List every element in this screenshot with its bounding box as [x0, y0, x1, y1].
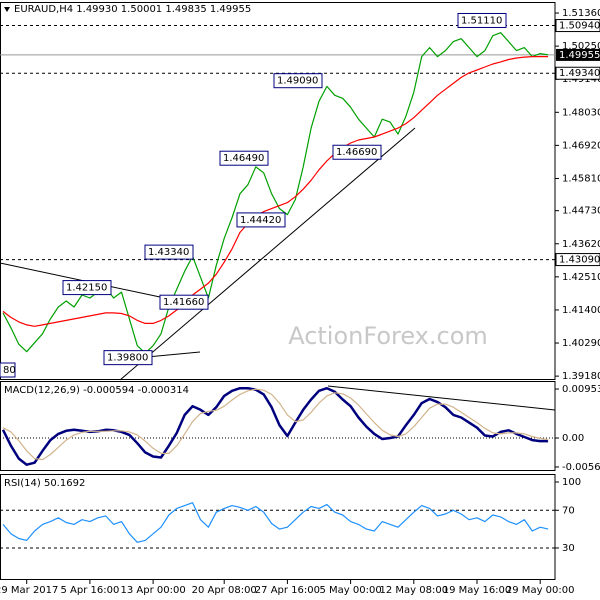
- price-label: 1.49090: [277, 76, 318, 87]
- x-tick-label: 19 May 16:00: [443, 585, 512, 596]
- price-label: 1.41660: [163, 297, 204, 308]
- y-tick-label: 1.46920: [562, 140, 600, 151]
- y-tick-label: 100: [562, 477, 581, 488]
- price-label: 1.46490: [223, 153, 264, 164]
- y-tick-label: 0.00: [562, 433, 584, 444]
- price-label: 1.42150: [66, 283, 107, 294]
- price-label-box: [457, 12, 507, 28]
- watermark: ActionForex.com: [288, 322, 488, 350]
- level-label-box: [555, 66, 600, 80]
- price-label-box: [103, 350, 153, 366]
- y-tick-label: 1.51360: [562, 8, 600, 19]
- y-tick-label: 0.009538: [562, 384, 600, 395]
- price-label-box: [332, 144, 382, 160]
- series-line: [2, 56, 549, 327]
- price-label-box: [236, 212, 286, 228]
- level-label: 1.49340: [559, 68, 600, 79]
- price-label: 1.51110: [461, 15, 502, 26]
- x-tick-label: 5 May 00:00: [319, 585, 381, 596]
- last-price-label: 1.49955: [559, 50, 600, 61]
- level-label-box: [555, 19, 600, 33]
- x-tick-label: 20 Apr 08:00: [192, 585, 257, 596]
- series-line: [2, 502, 549, 543]
- trendline: [119, 127, 416, 381]
- y-tick-label: 1.40290: [562, 338, 600, 349]
- price-label: 1.43340: [148, 247, 189, 258]
- y-tick-label: 30: [562, 543, 575, 554]
- x-tick-label: 29 May 00:00: [506, 585, 575, 596]
- level-label: 1.50940: [559, 21, 600, 32]
- level-label-box: [555, 253, 600, 267]
- price-label-box: [219, 150, 269, 166]
- x-tick-label: 13 Apr 00:00: [120, 585, 185, 596]
- y-tick-label: 1.44730: [562, 206, 600, 217]
- panel-title: RSI(14) 50.1692: [4, 478, 85, 489]
- y-tick-label: 1.41400: [562, 305, 600, 316]
- y-tick-label: -0.005637: [562, 462, 600, 473]
- panel-title: EURAUD,H4 1.49930 1.50001 1.49835 1.4995…: [14, 4, 251, 15]
- price-label: 1.46690: [336, 147, 377, 158]
- y-tick-label: 70: [562, 505, 575, 516]
- price-label-box: [62, 280, 112, 296]
- x-tick-label: 12 May 08:00: [380, 585, 449, 596]
- x-tick-label: 5 Apr 16:00: [60, 585, 119, 596]
- series-line: [2, 388, 549, 461]
- price-label: 80: [3, 365, 16, 376]
- trendline: [0, 262, 161, 298]
- trendline: [327, 385, 556, 411]
- title-triangle: [4, 7, 10, 12]
- price-label-box: [0, 362, 16, 378]
- y-tick-label: 1.43620: [562, 239, 600, 250]
- y-tick-label: 1.50250: [562, 41, 600, 52]
- y-tick-label: 1.42510: [562, 272, 600, 283]
- price-label-box: [273, 73, 323, 89]
- y-tick-label: 1.39180: [562, 371, 600, 382]
- y-tick-label: 1.45810: [562, 173, 600, 184]
- last-price-box: [556, 48, 600, 61]
- y-tick-label: 1.48030: [562, 107, 600, 118]
- price-label-box: [144, 244, 194, 260]
- x-tick-label: 27 Apr 16:00: [255, 585, 320, 596]
- panel-title: MACD(12,26,9) -0.000594 -0.000314: [4, 385, 189, 396]
- level-label: 1.43090: [559, 255, 600, 266]
- x-tick-label: 29 Mar 2017: [0, 585, 58, 596]
- price-label: 1.39800: [107, 353, 148, 364]
- price-label: 1.44420: [240, 215, 281, 226]
- price-label-box: [159, 294, 209, 310]
